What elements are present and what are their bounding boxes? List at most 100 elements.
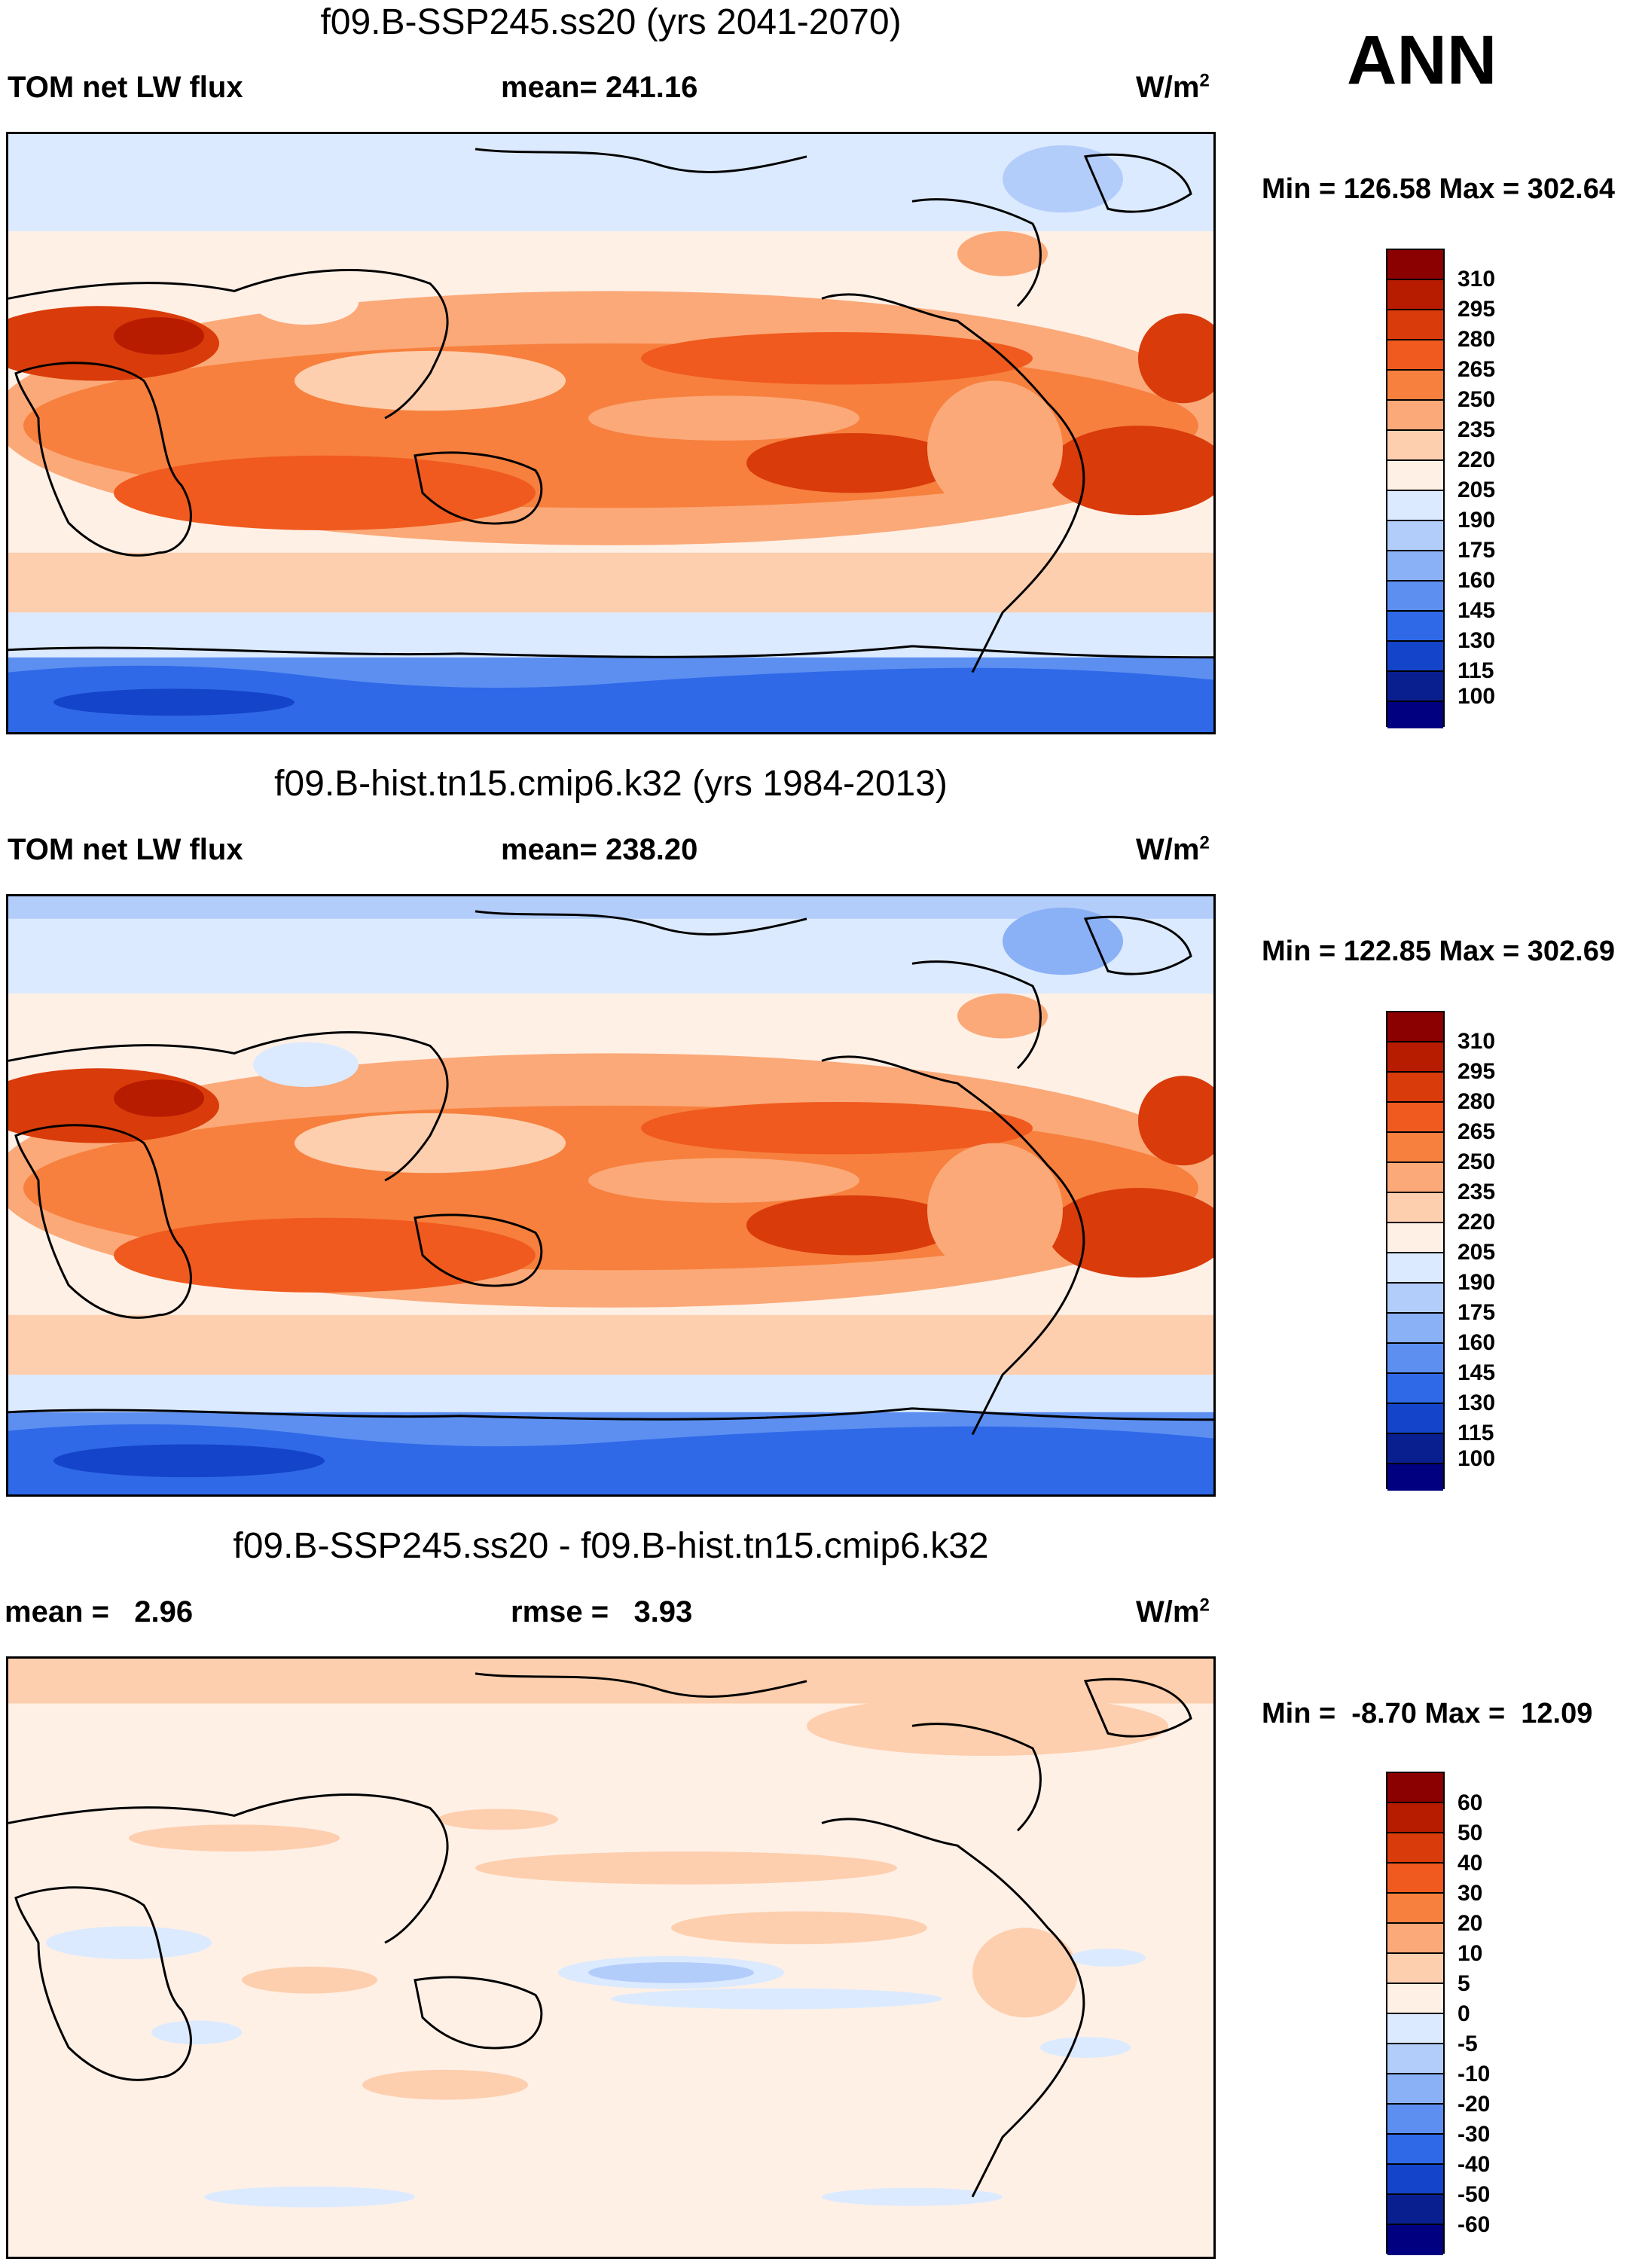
panel-3-minmax: Min = -8.70 Max = 12.09 (1262, 1698, 1593, 1729)
colorbar-3-tick: -30 (1457, 2122, 1491, 2147)
colorbar-3-swatch (1387, 1773, 1443, 1803)
colorbar-1-swatch (1387, 581, 1443, 612)
colorbar-1-swatch (1387, 401, 1443, 431)
colorbar-3-tick: -40 (1457, 2152, 1491, 2177)
panel-1-title: f09.B-SSP245.ss20 (yrs 2041-2070) (320, 2, 902, 42)
colorbar-2-swatch (1387, 1253, 1443, 1284)
colorbar-1-tick: 280 (1457, 327, 1496, 352)
colorbar-1-swatch (1387, 642, 1443, 672)
panel-2-map-svg (8, 896, 1213, 1494)
colorbar-1-swatch (1387, 521, 1443, 551)
panel-1-map (6, 132, 1216, 734)
colorbar-3-tick: 50 (1457, 1821, 1483, 1845)
colorbar-1-swatch (1387, 551, 1443, 581)
colorbar-1-swatch (1387, 340, 1443, 371)
colorbar-1-swatch (1387, 280, 1443, 310)
colorbar-2-tick: 175 (1457, 1300, 1496, 1325)
season-label: ANN (1347, 22, 1497, 99)
colorbar-2-tick: 100 (1457, 1446, 1496, 1471)
colorbar-2-swatch (1387, 1073, 1443, 1103)
colorbar-3-swatch (1387, 2044, 1443, 2074)
colorbar-3-tick: -50 (1457, 2182, 1491, 2207)
panel-2-colorbar (1386, 1011, 1445, 1491)
panel-2-variable-label: TOM net LW flux (8, 833, 243, 866)
panel-2-units: W/m2 (1136, 832, 1210, 866)
colorbar-1-tick: 175 (1457, 538, 1496, 563)
colorbar-3-swatch (1387, 2165, 1443, 2195)
colorbar-3-tick: -60 (1457, 2212, 1491, 2237)
colorbar-3-swatch (1387, 2014, 1443, 2044)
colorbar-1-tick: 205 (1457, 478, 1496, 502)
colorbar-3-tick: 5 (1457, 1971, 1470, 1996)
colorbar-3-swatch (1387, 1833, 1443, 1864)
colorbar-1-tick: 190 (1457, 508, 1496, 533)
colorbar-1-swatch (1387, 672, 1443, 702)
panel-1-variable-label: TOM net LW flux (8, 71, 243, 104)
colorbar-2-swatch (1387, 1284, 1443, 1314)
colorbar-3-swatch (1387, 1924, 1443, 1954)
colorbar-1-tick: 100 (1457, 684, 1496, 709)
colorbar-2-tick: 130 (1457, 1390, 1496, 1415)
colorbar-3-swatch (1387, 2105, 1443, 2135)
colorbar-3-swatch (1387, 1984, 1443, 2014)
panel-3-rmse-label: rmse = 3.93 (511, 1595, 693, 1629)
colorbar-3-tick: 40 (1457, 1851, 1483, 1876)
colorbar-3-swatch (1387, 2195, 1443, 2225)
colorbar-1-tick: 310 (1457, 267, 1496, 292)
panel-3-map-svg (8, 1659, 1213, 2257)
colorbar-3-tick: 60 (1457, 1790, 1483, 1815)
colorbar-2-tick: 250 (1457, 1149, 1496, 1174)
colorbar-1-swatch (1387, 310, 1443, 340)
colorbar-1-tick: 250 (1457, 387, 1496, 412)
colorbar-2-tick: 295 (1457, 1059, 1496, 1084)
colorbar-2-tick: 235 (1457, 1180, 1496, 1204)
colorbar-3-swatch (1387, 1954, 1443, 1984)
colorbar-3-swatch (1387, 2074, 1443, 2105)
colorbar-1-swatch (1387, 702, 1443, 728)
colorbar-1-tick: 295 (1457, 297, 1496, 322)
colorbar-2-swatch (1387, 1042, 1443, 1073)
colorbar-2-swatch (1387, 1464, 1443, 1491)
colorbar-3-tick: -20 (1457, 2092, 1491, 2117)
panel-3-colorbar (1386, 1772, 1445, 2255)
colorbar-3-swatch (1387, 1803, 1443, 1833)
colorbar-2-tick: 310 (1457, 1029, 1496, 1054)
colorbar-1-tick: 145 (1457, 598, 1496, 623)
colorbar-3-tick: -10 (1457, 2062, 1491, 2086)
colorbar-2-swatch (1387, 1314, 1443, 1344)
colorbar-2-swatch (1387, 1344, 1443, 1374)
colorbar-3-tick: 0 (1457, 2001, 1470, 2026)
colorbar-2-tick: 280 (1457, 1089, 1496, 1114)
colorbar-2-tick: 265 (1457, 1119, 1496, 1144)
colorbar-2-tick: 220 (1457, 1210, 1496, 1235)
colorbar-3-tick: 10 (1457, 1941, 1483, 1966)
colorbar-3-tick: 30 (1457, 1881, 1483, 1906)
colorbar-3-swatch (1387, 1894, 1443, 1924)
colorbar-2-tick: 190 (1457, 1270, 1496, 1295)
panel-3-title: f09.B-SSP245.ss20 - f09.B-hist.tn15.cmip… (233, 1526, 989, 1566)
panel-2-title: f09.B-hist.tn15.cmip6.k32 (yrs 1984-2013… (274, 764, 948, 804)
colorbar-2-swatch (1387, 1012, 1443, 1042)
colorbar-2-swatch (1387, 1374, 1443, 1404)
colorbar-1-tick: 265 (1457, 357, 1496, 382)
colorbar-1-tick: 160 (1457, 568, 1496, 593)
panel-2-minmax: Min = 122.85 Max = 302.69 (1262, 936, 1615, 967)
colorbar-3-tick: 20 (1457, 1911, 1483, 1936)
panel-3-map (6, 1656, 1216, 2259)
colorbar-3-swatch (1387, 2135, 1443, 2165)
colorbar-1-swatch (1387, 461, 1443, 491)
panel-1-units: W/m2 (1136, 70, 1210, 104)
colorbar-3-tick: -5 (1457, 2031, 1478, 2056)
panel-3-mean-label: mean = 2.96 (5, 1595, 194, 1629)
panel-1-colorbar (1386, 249, 1445, 728)
colorbar-1-tick: 130 (1457, 628, 1496, 653)
colorbar-1-tick: 235 (1457, 417, 1496, 442)
panel-3-units: W/m2 (1136, 1595, 1210, 1629)
panel-1-map-svg (8, 134, 1213, 732)
colorbar-1-swatch (1387, 371, 1443, 401)
colorbar-2-tick: 145 (1457, 1360, 1496, 1385)
colorbar-2-swatch (1387, 1223, 1443, 1253)
panel-2-mean-label: mean= 238.20 (501, 833, 698, 866)
colorbar-2-swatch (1387, 1434, 1443, 1464)
colorbar-2-tick: 160 (1457, 1330, 1496, 1355)
